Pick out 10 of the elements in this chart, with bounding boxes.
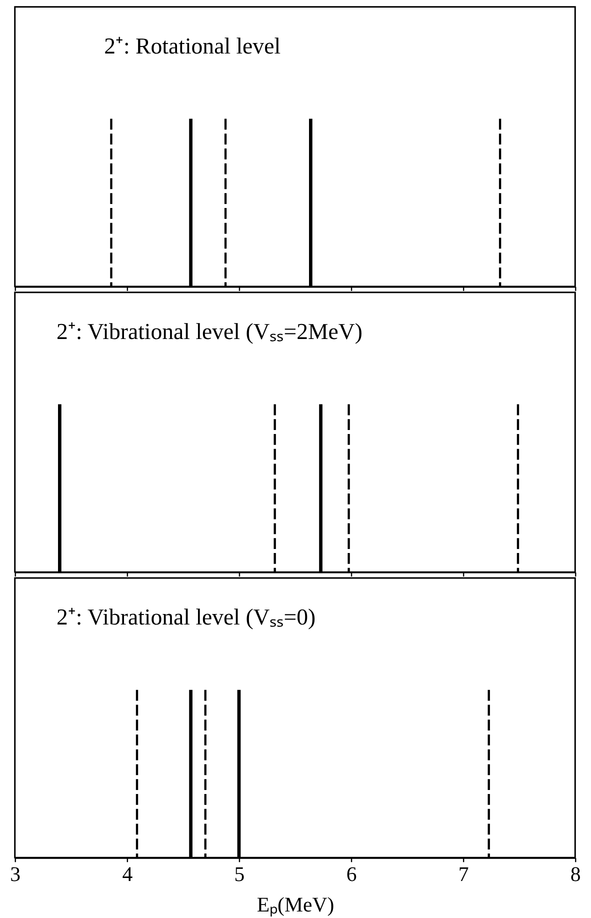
x-tick-label: 5	[234, 862, 245, 886]
x-tick-label: 3	[10, 862, 21, 886]
x-tick-label: 8	[570, 862, 581, 886]
chart-title: 2⁺: Vibrational level (Vₛₛ=0)	[56, 604, 316, 630]
x-tick-label: 6	[346, 862, 357, 886]
x-tick-label: 7	[458, 862, 469, 886]
x-tick-label: 4	[122, 862, 134, 886]
chart-title: 2⁺: Vibrational level (Vₛₛ=2MeV)	[56, 319, 362, 344]
x-axis-title: Eₚ(MeV)	[256, 892, 334, 917]
chart-title: 2⁺: Rotational level	[104, 33, 281, 58]
